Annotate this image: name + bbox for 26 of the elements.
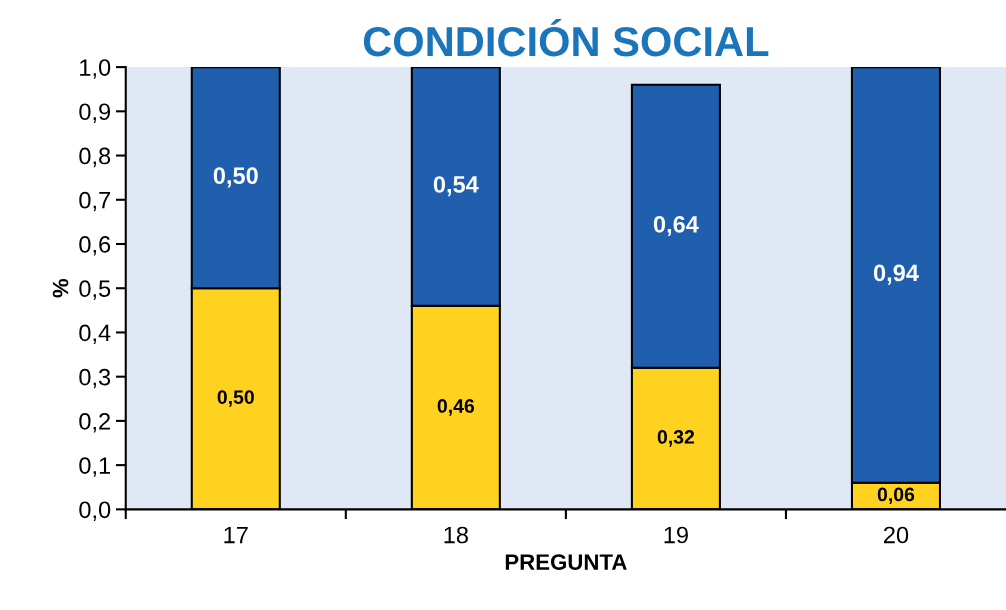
y-tick-label: 0,5 (79, 280, 111, 300)
x-tick-label: 19 (664, 526, 688, 544)
y-tick-label: 0,0 (79, 501, 111, 521)
y-axis-title: % (52, 278, 69, 298)
x-axis-title: PREGUNTA (505, 554, 627, 570)
data-label: 0,50 (217, 390, 254, 407)
data-label: 0,64 (653, 215, 699, 237)
y-tick-label: 0,2 (79, 412, 110, 433)
y-tick-label: 0,6 (79, 236, 111, 256)
x-tick-label: 18 (444, 526, 468, 544)
data-label: 0,06 (877, 487, 915, 505)
x-tick-label: 17 (224, 526, 248, 544)
data-label: 0,94 (873, 264, 919, 285)
y-tick-label: 0,8 (79, 147, 111, 168)
data-label: 0,32 (657, 430, 695, 447)
chart-title: CONDICIÓN SOCIAL (363, 19, 769, 57)
y-tick-label: 0,3 (79, 368, 111, 389)
data-label: 0,54 (433, 176, 479, 197)
y-tick-label: 0,7 (79, 191, 110, 212)
y-tick-label: 0,9 (79, 103, 111, 123)
y-tick-label: 0,4 (79, 324, 111, 345)
x-tick-label: 20 (884, 526, 909, 544)
y-tick-label: 0,1 (79, 457, 111, 477)
data-label: 0,50 (213, 167, 258, 188)
y-tick-label: 1,0 (80, 59, 111, 79)
data-label: 0,46 (437, 399, 475, 416)
